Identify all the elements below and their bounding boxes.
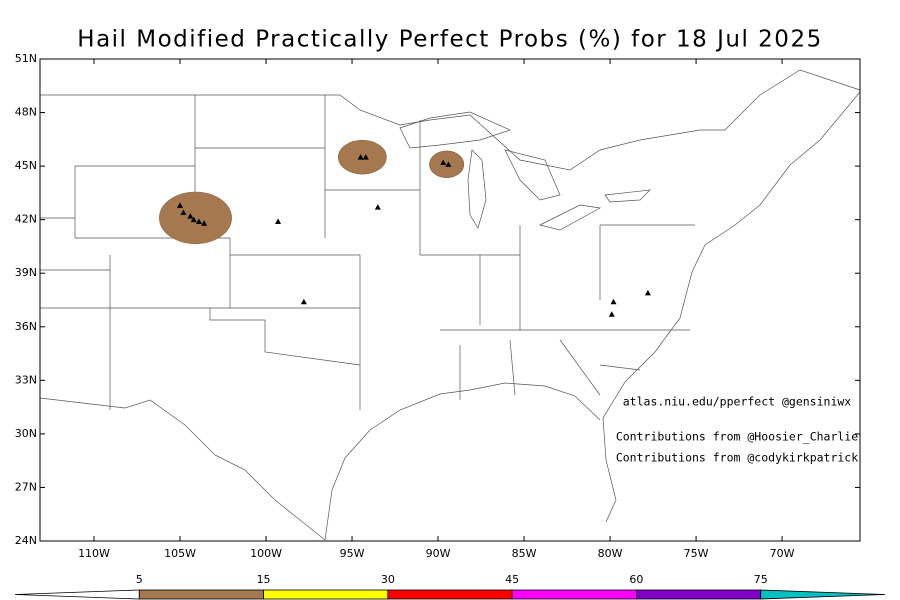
lon-tick-label: 105W [164,547,196,560]
lon-tick-label: 80W [598,547,623,560]
colorbar-segment [387,589,513,600]
lake-huron [504,149,561,201]
colorbar-label: 60 [629,573,643,586]
annotation: Contributions from @codykirkpatrick [616,451,858,465]
hail-report [610,298,617,305]
hail-report [187,213,194,219]
lat-tick-label: 42N [15,213,37,226]
colorbar-label: 5 [136,573,143,586]
colorbar-segment [138,589,264,600]
annotation: Contributions from @Hoosier_Charlie [616,430,858,444]
lake-erie [538,204,602,231]
probability-area [429,150,465,179]
lon-tick-label: 90W [426,547,451,560]
map-frame [39,58,861,542]
lat-tick-label: 39N [15,266,37,279]
colorbar-segment [636,589,762,600]
coastline [602,91,861,523]
colorbar-below [14,589,140,600]
probability-area [159,191,232,245]
lon-tick-label: 95W [340,547,365,560]
annotations: atlas.niu.edu/pperfect @gensiniwx Contri… [616,395,858,465]
colorbar-label: 75 [754,573,768,586]
probability-area [337,139,387,175]
lon-tick-label: 110W [78,547,110,560]
lat-tick-label: 51N [15,52,37,65]
lake-michigan [467,149,487,229]
lat-tick-label: 36N [15,320,37,333]
border-south [39,397,326,541]
lat-tick-label: 24N [15,534,37,547]
hail-report [201,220,208,226]
hail-report [608,311,615,317]
colorbar-segment [511,589,637,600]
lat-tick-label: 30N [15,427,37,440]
colorbar-label: 45 [505,573,519,586]
hail-report [440,159,447,166]
colorbar-label: 15 [257,573,271,586]
lake-superior [399,111,511,149]
annotation: atlas.niu.edu/pperfect @gensiniwx [623,395,852,409]
border-north [40,69,861,171]
gulf-coast [324,382,601,541]
hail-report [362,154,369,160]
state-lines [40,95,695,410]
hail-report [300,298,307,305]
lon-tick-label: 100W [250,547,282,560]
lon-tick-label: 75W [684,547,709,560]
hail-report [357,154,364,160]
colorbar-segment [263,589,389,600]
hail-report [180,209,187,216]
hail-report [445,161,452,167]
hail-report [275,218,282,224]
lat-tick-label: 33N [15,373,37,386]
lat-tick-label: 48N [15,106,37,119]
colorbar-above [760,589,886,600]
lake-ontario [604,189,651,203]
hail-report [177,202,184,208]
hail-report [195,218,202,224]
hail-report [190,216,197,223]
hail-report [644,289,651,296]
colorbar-label: 30 [381,573,395,586]
map-title: Hail Modified Practically Perfect Probs … [77,27,822,53]
hail-report [374,204,381,210]
geography [39,69,861,541]
lon-tick-label: 85W [512,547,537,560]
lon-tick-label: 70W [770,547,795,560]
lat-tick-label: 27N [15,480,37,493]
lat-tick-label: 45N [15,159,37,172]
